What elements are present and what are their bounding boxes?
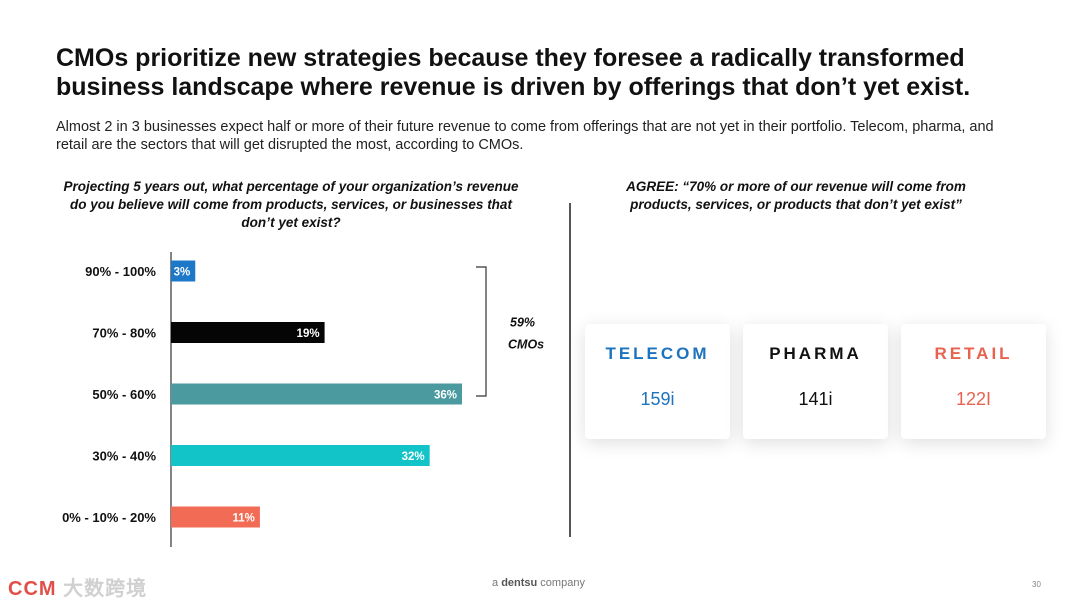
sector-name: RETAIL [934, 344, 1013, 363]
chart-title: Projecting 5 years out, what percentage … [63, 179, 519, 230]
page-title: CMOs prioritize new strategies because t… [56, 44, 971, 101]
category-label-1: 70% - 80% [92, 326, 156, 341]
data-label-2: 36% [434, 390, 457, 402]
data-label-1: 19% [297, 328, 320, 340]
sector-name: TELECOM [605, 344, 710, 363]
sector-card-pharma: PHARMA 141i [743, 324, 888, 439]
category-label-2: 50% - 60% [92, 387, 156, 402]
section-divider [569, 203, 571, 537]
footer-suffix: company [537, 577, 585, 589]
sector-index: 159i [640, 389, 675, 409]
sector-name: PHARMA [769, 344, 862, 363]
bar-4 [171, 506, 260, 528]
data-label-4: 11% [233, 513, 255, 525]
bar-2 [171, 383, 462, 405]
watermark-text: 大数跨境 [63, 578, 148, 600]
footer-brand-name: dentsu [501, 577, 538, 589]
watermark: CCM 大数跨境 [8, 572, 147, 601]
bar-0 [171, 260, 196, 282]
watermark-logo: CCM [8, 578, 57, 600]
bar-1 [171, 322, 325, 343]
sector-index: 141i [798, 389, 833, 409]
category-label-4: 0% - 10% - 20% [62, 510, 156, 525]
bracket-label: CMOs [508, 338, 544, 352]
bar-3 [171, 445, 430, 466]
category-label-0: 90% - 100% [85, 264, 156, 279]
sector-index: 122I [955, 389, 992, 409]
page-number: 30 [1032, 580, 1041, 589]
category-label-3: 30% - 40% [92, 449, 156, 464]
cmo-bracket [476, 266, 487, 397]
sector-card-retail: RETAIL 122I [901, 324, 1046, 439]
footer-prefix: a [492, 577, 502, 589]
data-label-3: 32% [402, 451, 425, 463]
page-subtitle: Almost 2 in 3 businesses expect half or … [56, 119, 994, 153]
sector-card-telecom: TELECOM 159i [585, 324, 730, 439]
agree-statement: AGREE: “70% or more of our revenue will … [626, 179, 966, 212]
footer-brand: a dentsu company [492, 577, 585, 589]
data-label-0: 3% [174, 267, 191, 279]
bracket-value: 59% [510, 316, 535, 330]
